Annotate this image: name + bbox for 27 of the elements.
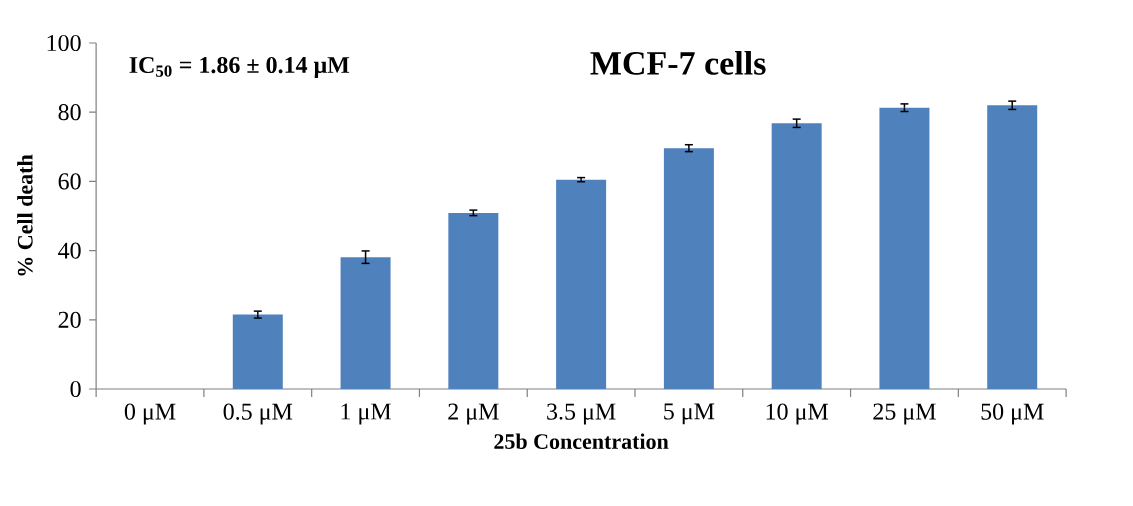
- y-tick-label: 40: [58, 242, 81, 259]
- bar: [771, 123, 822, 389]
- bar: [987, 105, 1038, 389]
- x-tick-label: 2 μM: [448, 403, 499, 425]
- y-tick-label: 80: [58, 104, 81, 121]
- y-tick-label: 0: [70, 380, 81, 398]
- bar: [663, 148, 714, 389]
- x-tick-label: 1 μM: [341, 403, 391, 425]
- bar: [340, 257, 391, 389]
- bar: [879, 107, 930, 389]
- y-axis-title: % Cell death: [17, 154, 33, 276]
- bar: [232, 314, 283, 389]
- bar: [448, 212, 499, 389]
- y-tick-label: 20: [58, 311, 81, 328]
- x-axis-title: 25b Concentration: [494, 433, 669, 449]
- x-tick-label: 50 μM: [981, 403, 1044, 425]
- annotation: IC$_{50}$ = 1.86 ± 0.14 μM: [129, 56, 350, 78]
- y-tick-label: 60: [58, 173, 81, 190]
- x-tick-label: 0 μM: [124, 403, 176, 425]
- bar: [556, 179, 607, 389]
- x-tick-label: 5 μM: [664, 403, 715, 425]
- x-tick-label: 3.5 μM: [547, 403, 616, 425]
- chart-title: MCF-7 cells: [590, 50, 766, 75]
- x-tick-label: 0.5 μM: [223, 403, 293, 425]
- x-tick-label: 25 μM: [873, 403, 936, 425]
- y-tick-label: 100: [47, 34, 81, 52]
- x-tick-label: 10 μM: [766, 403, 829, 425]
